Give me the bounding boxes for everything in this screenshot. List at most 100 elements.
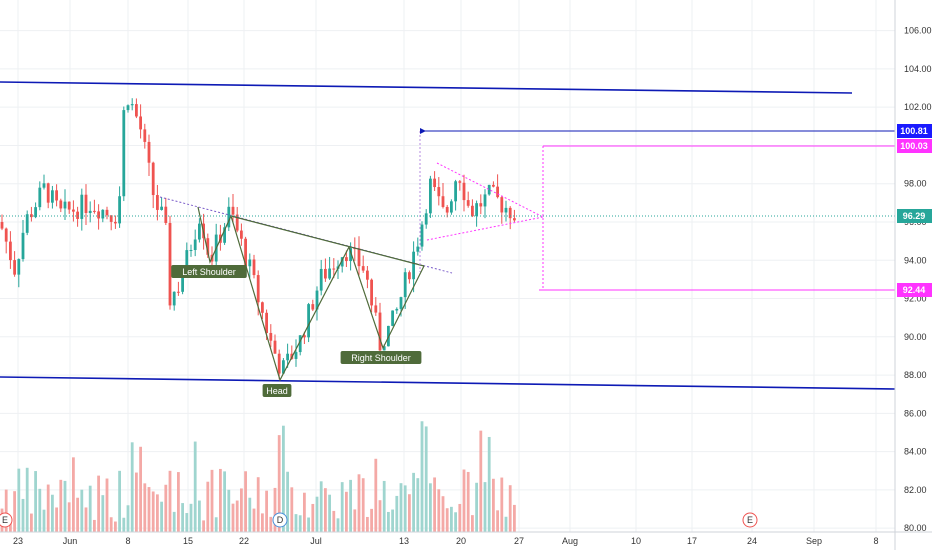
- volume-bar: [492, 478, 495, 532]
- candle-body: [391, 310, 394, 326]
- volume-bar: [147, 487, 151, 532]
- event-marker: [0, 512, 13, 528]
- candle-body: [151, 162, 155, 196]
- volume-bar: [294, 514, 298, 532]
- y-tick-label: 92.00: [904, 294, 927, 304]
- x-tick-label: 27: [514, 536, 524, 546]
- x-tick-label: Jun: [63, 536, 78, 546]
- volume-bar: [282, 425, 285, 532]
- candle-body: [458, 181, 462, 183]
- annotation-box: [262, 384, 292, 397]
- annotation-label: Head: [266, 386, 288, 396]
- volume-bar: [420, 421, 424, 532]
- candle-body: [412, 251, 415, 280]
- volume-bar: [34, 471, 37, 532]
- candle-body: [139, 116, 142, 130]
- volume-bar: [433, 477, 436, 532]
- candle-body: [240, 230, 243, 239]
- volume-bar: [412, 472, 415, 532]
- price-tag: [897, 124, 932, 138]
- volume-bar: [483, 482, 487, 532]
- candle-body: [181, 276, 184, 292]
- volume-bar: [303, 492, 306, 532]
- volume-bar: [374, 458, 378, 532]
- candle-body: [513, 218, 516, 221]
- candle-body: [433, 178, 436, 188]
- candle-body: [395, 308, 399, 311]
- candle-body: [437, 187, 441, 197]
- candle-body: [189, 250, 193, 252]
- volume-bar: [504, 516, 508, 532]
- drawings: Left Shoulder Head Right Shoulder: [0, 81, 896, 397]
- candle-body: [244, 238, 247, 267]
- volume-bar: [177, 472, 180, 532]
- volume-bar: [395, 495, 399, 532]
- candle-body: [357, 248, 361, 267]
- volume-bar: [240, 488, 243, 532]
- volume-bar: [441, 496, 445, 532]
- candle-body: [80, 194, 84, 219]
- volume-bar: [118, 470, 121, 532]
- candle-body: [223, 227, 226, 243]
- volume-bar: [42, 509, 46, 532]
- candle-body: [172, 291, 176, 306]
- volume-bar: [416, 478, 420, 532]
- volume-bar: [80, 489, 84, 532]
- y-tick-label: 82.00: [904, 485, 927, 495]
- volume-bar: [500, 477, 504, 532]
- volume-bar: [437, 489, 441, 532]
- volume-bar: [261, 513, 264, 532]
- arrow-head: [420, 128, 426, 134]
- price-tag-label: 100.03: [900, 141, 928, 151]
- volume-bar: [181, 503, 184, 532]
- candle-body: [231, 206, 235, 215]
- candle-body: [63, 201, 67, 209]
- annotation-label: Right Shoulder: [351, 353, 411, 363]
- candle-body: [42, 183, 46, 188]
- candle-body: [496, 186, 499, 198]
- candle-body: [328, 268, 331, 279]
- volume-bar: [185, 513, 189, 532]
- event-marker-label: E: [747, 515, 753, 525]
- candle-body: [445, 206, 449, 213]
- candle-body: [256, 275, 260, 303]
- candle-body: [118, 196, 121, 224]
- candle-body: [429, 178, 432, 214]
- y-tick-label: 88.00: [904, 370, 927, 380]
- y-tick-label: 84.00: [904, 447, 927, 457]
- volume-bar: [114, 521, 117, 532]
- candle-body: [361, 266, 365, 271]
- candle-body: [177, 291, 180, 293]
- candle-body: [332, 268, 336, 270]
- volume-bar: [206, 481, 210, 532]
- volume-bar: [93, 519, 96, 532]
- volume-bar: [340, 482, 344, 532]
- volume-bar: [46, 484, 50, 532]
- volume-bar: [84, 507, 88, 532]
- candle-body: [294, 352, 298, 359]
- candle-body: [403, 272, 407, 298]
- candle-body: [454, 181, 457, 202]
- volume-bar: [424, 426, 428, 532]
- volume-bar: [4, 489, 8, 532]
- candle-body: [349, 248, 352, 262]
- volume-bar: [429, 483, 432, 532]
- candle-body: [185, 250, 189, 277]
- candle-body: [265, 312, 268, 333]
- candle-body: [93, 210, 96, 212]
- volume-bar: [21, 498, 25, 532]
- volume-bar: [311, 503, 315, 532]
- candle-body: [97, 211, 100, 219]
- candle-body: [109, 215, 113, 222]
- volume-bar: [445, 508, 449, 532]
- volume-bar: [160, 501, 163, 532]
- price-tag-label: 100.81: [900, 126, 928, 136]
- volume-bar: [168, 470, 172, 532]
- neckline: [230, 215, 425, 267]
- candle-body: [156, 195, 159, 210]
- candle-body: [248, 259, 252, 267]
- volume-bar: [353, 509, 357, 532]
- price-tag-label: 92.44: [903, 285, 926, 295]
- volume-bar: [252, 508, 256, 532]
